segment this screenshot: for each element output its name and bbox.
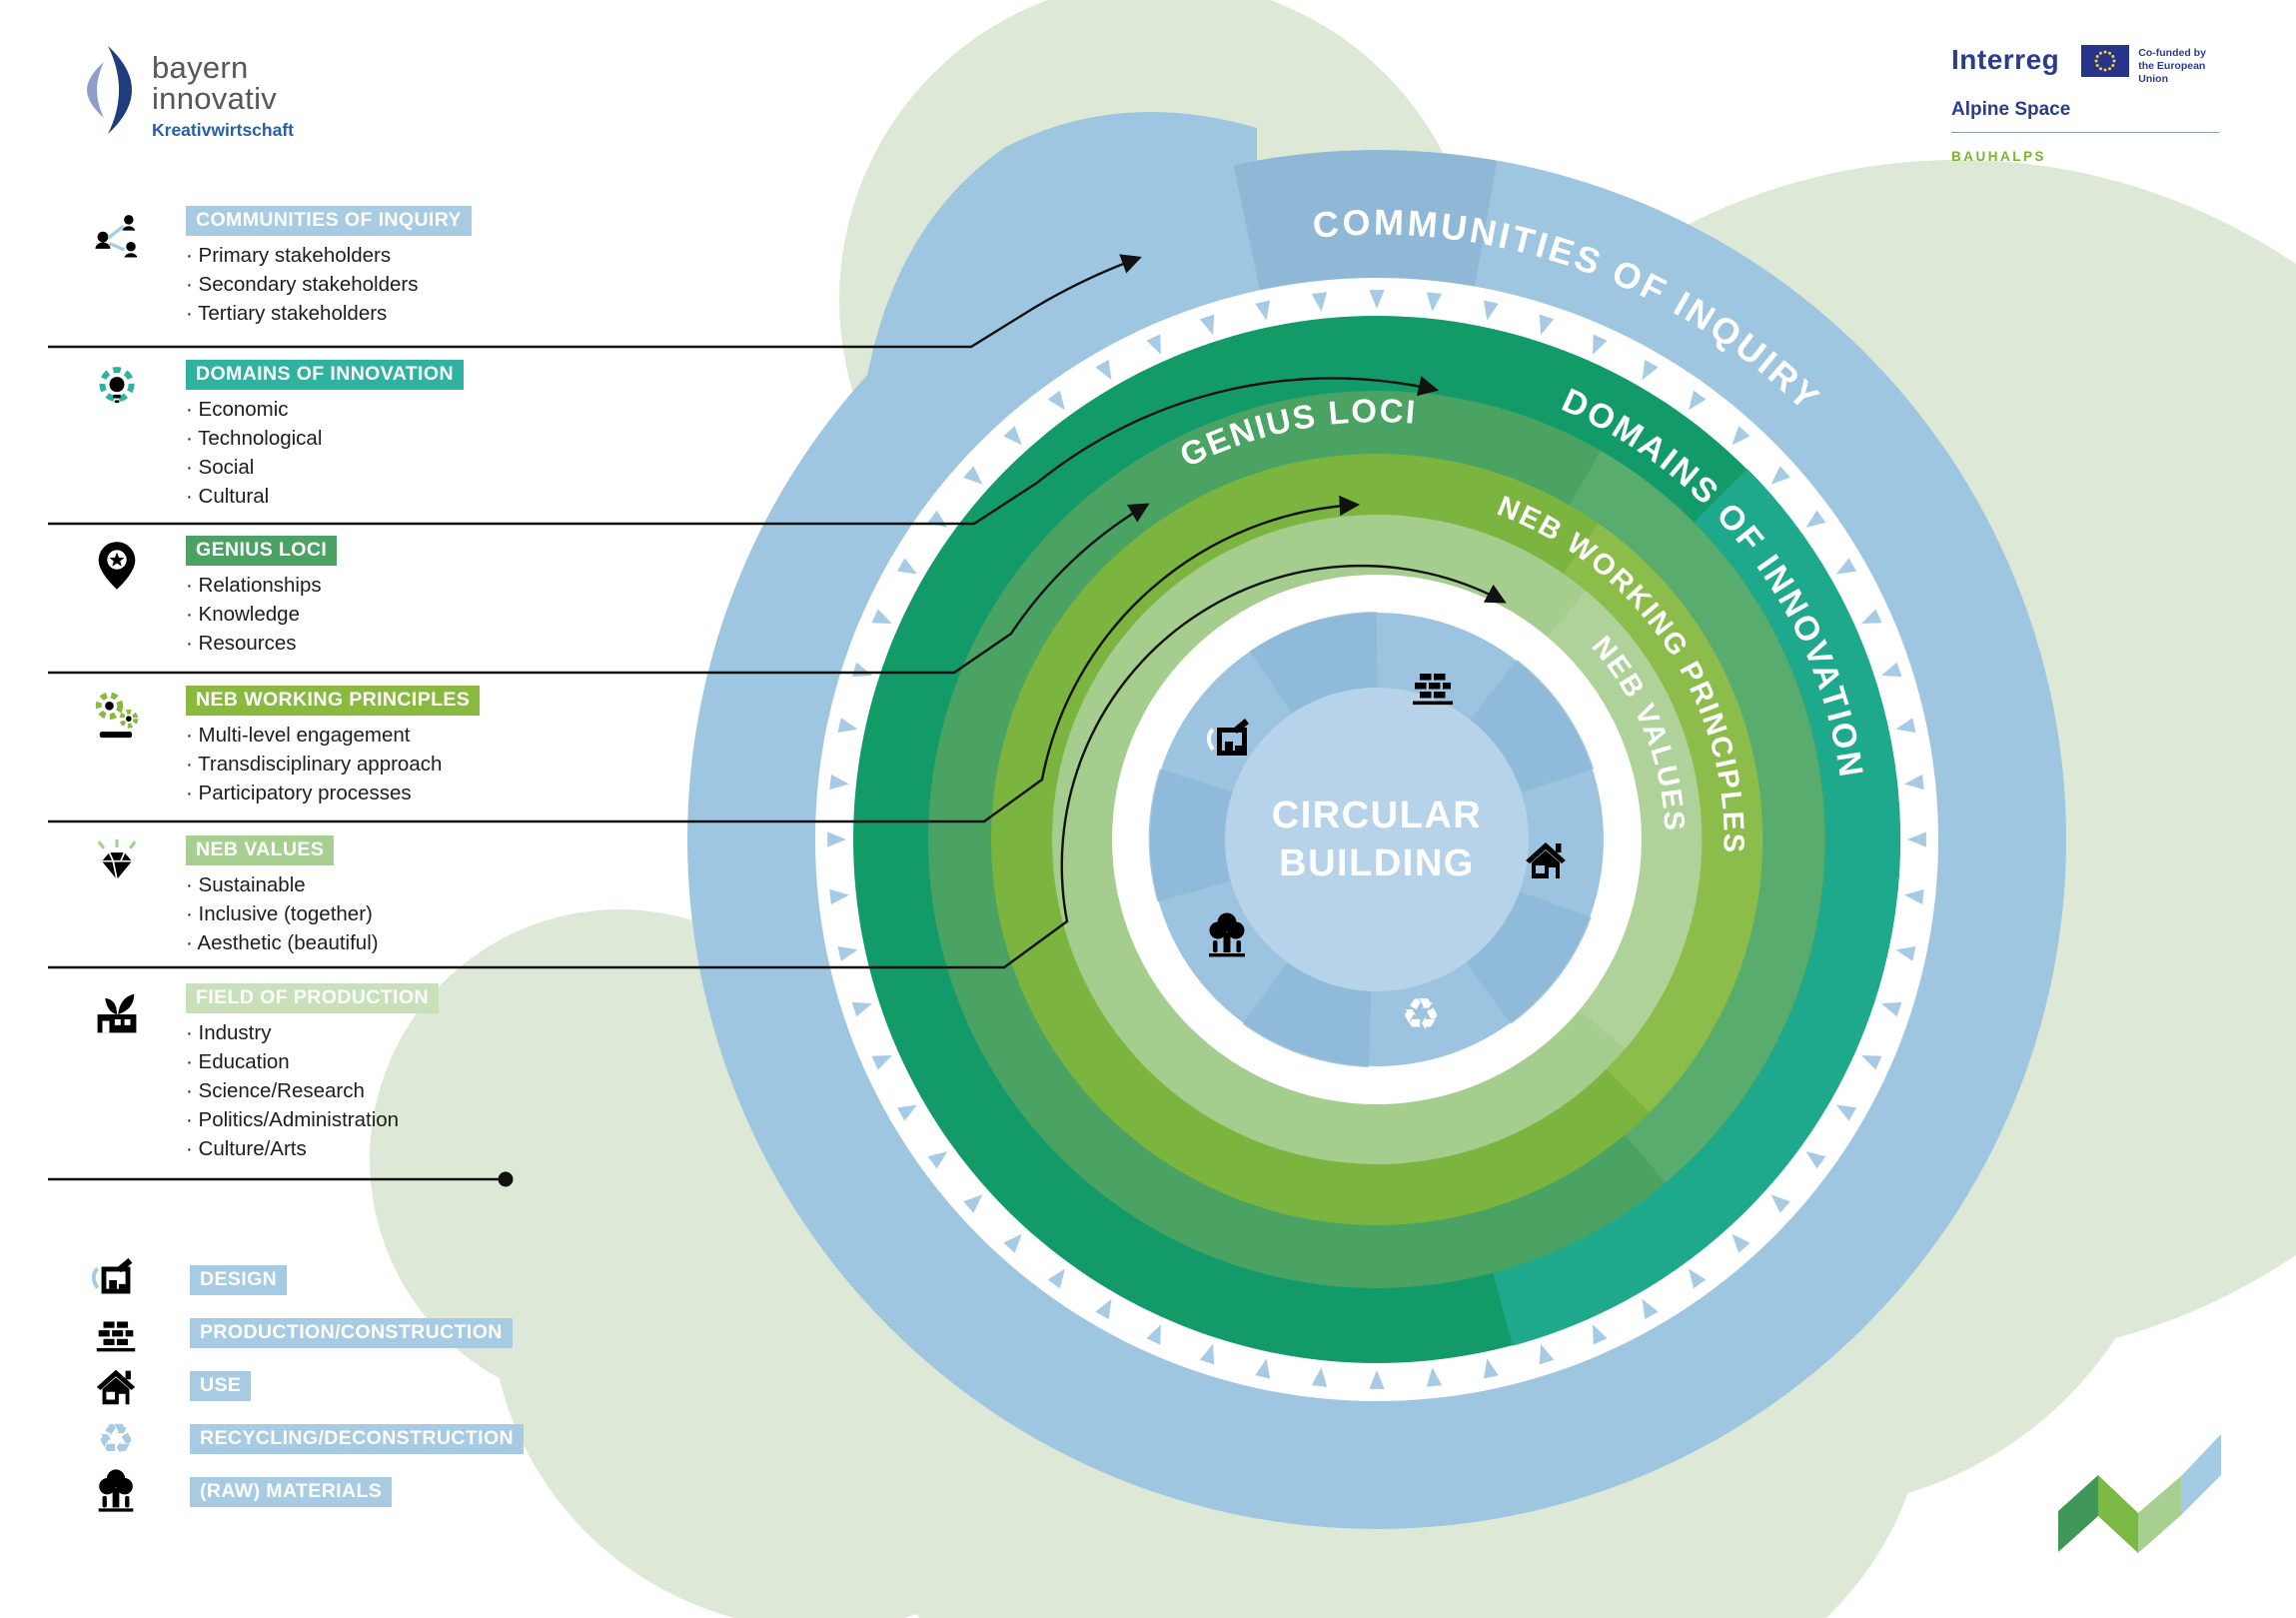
legend-item: Multi-level engagement — [186, 721, 480, 750]
legend-item: Social — [186, 453, 464, 482]
legend-item: Sustainable — [186, 870, 379, 899]
cycle-chip-use: USE — [190, 1371, 252, 1401]
legend-item: Culture/Arts — [186, 1134, 439, 1163]
legend-chip-field: FIELD OF PRODUCTION — [186, 983, 439, 1013]
interreg-block: Interreg Co-funded by the European Union… — [1951, 45, 2231, 164]
logo-subtitle: Kreativwirtschaft — [152, 120, 294, 140]
interreg-wordmark: Interreg — [1951, 44, 2060, 75]
map-pin-star-icon — [62, 536, 172, 594]
center-title-line2: BUILDING — [1279, 842, 1475, 884]
house-icon — [70, 1361, 162, 1411]
legend-item: Aesthetic (beautiful) — [186, 928, 378, 957]
legend-item: Industry — [186, 1018, 439, 1047]
legend-item: Resources — [186, 629, 337, 658]
legend-section-working: NEB WORKING PRINCIPLES Multi-level engag… — [62, 686, 481, 808]
factory-plant-icon — [62, 983, 172, 1041]
legend-item: Participatory processes — [186, 779, 480, 808]
zigzag-logo — [2058, 1434, 2221, 1553]
cofunded-line2: the European Union — [2138, 60, 2206, 85]
leader-communities — [48, 254, 1142, 349]
cycle-chip-recycling: RECYCLING/DECONSTRUCTION — [190, 1424, 525, 1454]
interreg-program: Alpine Space — [1951, 99, 2071, 120]
legend-section-field: FIELD OF PRODUCTION Industry Education S… — [62, 983, 439, 1163]
cycle-chip-design: DESIGN — [190, 1265, 288, 1295]
legend-chip-genius: GENIUS LOCI — [186, 536, 338, 566]
legend-chip-values: NEB VALUES — [186, 835, 335, 865]
leader-lines — [48, 254, 1507, 1181]
legend-section-domains: DOMAINS OF INNOVATION Economic Technolog… — [62, 360, 464, 511]
legend-item: Science/Research — [186, 1076, 439, 1105]
tree-icon — [70, 1467, 162, 1517]
legend-item: Technological — [186, 424, 464, 453]
legend-item: Politics/Administration — [186, 1105, 439, 1134]
leader-values — [48, 564, 1507, 969]
leader-working — [48, 495, 1361, 823]
leader-field-dot — [498, 1171, 514, 1187]
bulb-gear-icon — [62, 360, 172, 418]
cycle-row-materials: (RAW) MATERIALS — [70, 1467, 393, 1517]
legend-item: Tertiary stakeholders — [186, 299, 472, 328]
logo-line2: innovativ — [152, 81, 278, 116]
cofunded-line1: Co-funded by — [2138, 47, 2206, 59]
legend-section-communities: COMMUNITIES OF INQUIRY Primary stakehold… — [62, 206, 472, 328]
legend-item: Economic — [186, 395, 464, 424]
legend-item: Primary stakeholders — [186, 241, 472, 270]
diamond-icon — [62, 835, 172, 893]
legend-section-genius: GENIUS LOCI Relationships Knowledge Reso… — [62, 536, 338, 658]
center-title-line1: CIRCULAR — [1272, 795, 1482, 836]
triangle-dots — [827, 290, 1926, 1389]
legend-item: Education — [186, 1047, 439, 1076]
cycle-row-recycling: RECYCLING/DECONSTRUCTION — [70, 1414, 525, 1464]
project-name: BAUHALPS — [1951, 149, 2047, 164]
legend-section-values: NEB VALUES Sustainable Inclusive (togeth… — [62, 835, 379, 957]
recycle-icon — [70, 1414, 162, 1464]
logo-line1: bayern — [152, 50, 249, 85]
legend-item: Secondary stakeholders — [186, 270, 472, 299]
recycle-icon — [1401, 989, 1441, 1040]
legend-item: Cultural — [186, 482, 464, 511]
bayern-innovativ-logo: bayern innovativ Kreativwirtschaft — [74, 38, 294, 142]
eu-flag-icon — [2081, 45, 2130, 82]
cycle-row-production: PRODUCTION/CONSTRUCTION — [70, 1308, 513, 1358]
cycle-chip-production: PRODUCTION/CONSTRUCTION — [190, 1318, 513, 1348]
legend-chip-communities: COMMUNITIES OF INQUIRY — [186, 206, 472, 236]
legend-item: Knowledge — [186, 600, 337, 629]
legend-chip-working: NEB WORKING PRINCIPLES — [186, 686, 481, 716]
leader-genius — [48, 503, 1150, 675]
network-icon — [62, 206, 172, 264]
blueprint-icon — [70, 1255, 162, 1305]
cycle-row-design: DESIGN — [70, 1255, 288, 1305]
legend-item: Transdisciplinary approach — [186, 750, 480, 779]
leader-domains — [48, 376, 1439, 526]
divider — [1951, 132, 2219, 133]
cycle-row-use: USE — [70, 1361, 252, 1411]
legend-item: Inclusive (together) — [186, 899, 379, 928]
legend-chip-domains: DOMAINS OF INNOVATION — [186, 360, 464, 390]
bayern-innovativ-mark-icon — [87, 46, 132, 134]
gears-icon — [62, 686, 172, 744]
center-disc — [1148, 612, 1604, 1067]
cycle-chip-materials: (RAW) MATERIALS — [190, 1477, 393, 1507]
bricks-icon — [70, 1308, 162, 1358]
legend-item: Relationships — [186, 571, 337, 600]
